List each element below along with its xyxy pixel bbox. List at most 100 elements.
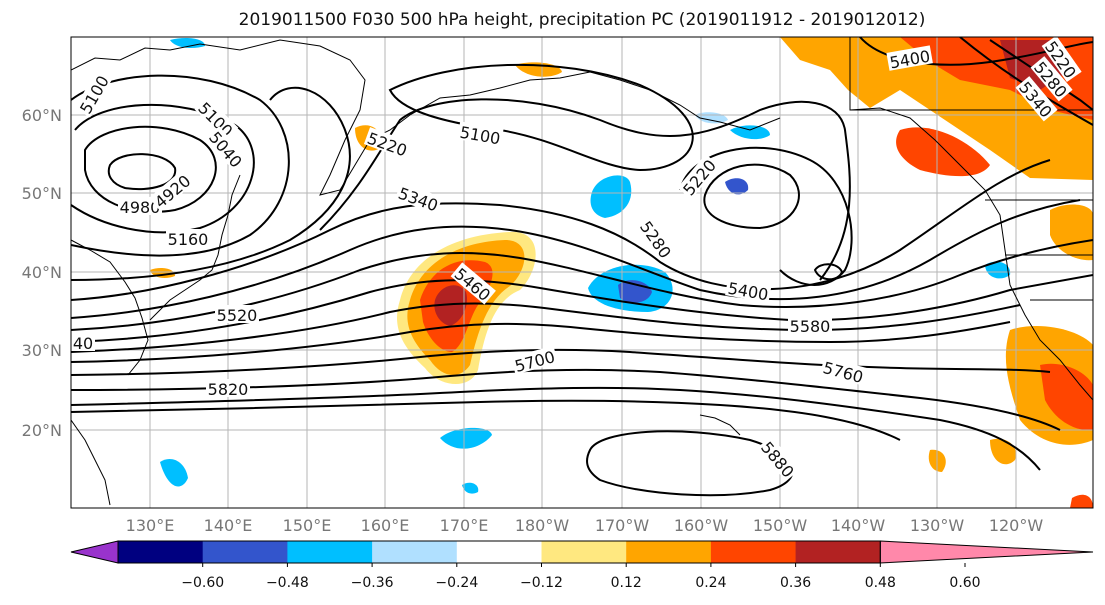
contour-5580 [71,321,1011,363]
coastline-kurils-japan [149,174,241,321]
colorbar-segment [202,541,288,563]
lon-label: 140°E [204,516,253,535]
colorbar-frame [117,540,881,564]
contour-label-bg [677,154,720,200]
contour-label-bg [725,277,772,303]
height-contours [71,37,1093,497]
colorbar-ticks: −0.60 −0.48 −0.36 −0.24 −0.12 0.12 0.24 0.36 0.4… [181,563,981,591]
lon-label: 130°E [126,516,175,535]
colorbar-tick-label: 0.60 [949,575,980,591]
colorbar-segment [795,541,881,563]
contour-5460 [71,274,1093,343]
contour-label-bg [636,215,677,263]
lon-label: 140°W [831,516,886,535]
contour-label-bg [1041,37,1082,83]
coastline-asia-east [71,239,149,376]
contour-label-bg [363,127,412,160]
colorbar [70,540,1094,564]
lon-label: 150°E [283,516,332,535]
coastline-north-america [849,37,1093,401]
lon-label: 160°E [361,516,410,535]
contour-label-bg [788,316,832,334]
contour-5280 [71,159,1051,301]
contour-label-bg [206,379,250,397]
contour-4920 [84,125,217,213]
contour-5160 [71,86,351,281]
contour-label: 5520 [217,306,258,325]
contour-label: 40 [73,334,93,353]
coastline-borders [850,109,1093,301]
colorbar-segment [456,541,542,563]
colorbar-tick-label: 0.36 [780,575,811,591]
coastline-hawaii [699,414,741,436]
coastlines [71,37,1093,506]
map-title: 2019011500 F030 500 hPa height, precipit… [239,10,926,30]
colorbar-segment [118,541,204,563]
lon-label: 130°W [910,516,965,535]
contour-5520 [71,302,1021,353]
lon-label: 120°W [989,516,1044,535]
contour-5220-low [703,163,800,230]
neg-precip-region-west-pacific [160,458,188,487]
latitude-labels: 60°N 50°N 40°N 30°N 20°N [22,106,62,440]
contour-5100-west [71,74,290,257]
colorbar-tick-label: −0.24 [435,575,478,591]
contour-label-bg [819,356,868,386]
lat-label: 60°N [22,106,62,125]
contour-5820 [71,399,901,441]
contour-label-bg [886,45,933,71]
precip-region-south-mexico [1070,494,1093,508]
colorbar-extend-high [879,540,1094,564]
neg-precip-region-hawaii-west [440,427,492,449]
colorbar-tick-label: 0.48 [865,575,896,591]
contour-5280-low [679,146,853,286]
contour-label-bg [74,70,113,118]
map-frame [70,36,1094,509]
colorbar-segment [626,541,712,563]
lat-label: 40°N [22,263,62,282]
contour-label-bg [510,345,559,375]
contour-label-bg [1015,76,1058,122]
lon-label: 180°W [515,516,570,535]
neg-precip-region-low-center [725,178,749,195]
contour-label-bg [71,333,95,351]
contour-label-bg [1030,56,1073,102]
colorbar-tick-label: 0.12 [611,575,642,591]
precip-region-california-heavy [1040,363,1093,431]
colorbar-tick-label: 0.24 [695,575,726,591]
contour-5400 [71,239,1093,331]
lat-label: 50°N [22,184,62,203]
neg-precip-region-far-north [170,38,205,48]
longitude-labels: 130°E 140°E 150°E 160°E 170°E 180°W 170°W 160°W… [126,516,1044,535]
contour-5340 [71,199,1081,319]
colorbar-segment [372,541,458,563]
contour-5880 [586,430,794,497]
contour-label-bg [149,169,195,212]
lat-label: 30°N [22,341,62,360]
colorbar-extend-low [70,540,119,564]
colorbar-tick-label: −0.48 [266,575,309,591]
colorbar-tick-label: −0.12 [520,575,563,591]
coastline-asia-alaska [71,39,781,196]
contour-label-bg [394,182,443,215]
coastline-philippines [71,419,111,506]
colorbar-tick-label: −0.60 [181,575,224,591]
contour-label-bg [215,305,259,323]
neg-precip-region-aleutian [730,125,770,140]
contour-label-bg [205,126,248,172]
contour-label: 5580 [790,317,831,336]
contour-label-bg [457,121,504,147]
precip-region-baja [990,438,1016,465]
contour-label: 5160 [168,230,209,249]
contour-label-bg [166,229,210,247]
precip-region-central-pacific-max [434,285,468,326]
contour-label-bg [757,436,800,482]
precip-region-gulf-alaska [896,127,990,177]
contour-5400-north [859,37,1093,66]
contour-5340-north [959,37,1093,126]
neg-precip-region-oregon [985,261,1011,279]
colorbar-segment [710,541,797,563]
contour-label: 4980 [120,198,161,217]
